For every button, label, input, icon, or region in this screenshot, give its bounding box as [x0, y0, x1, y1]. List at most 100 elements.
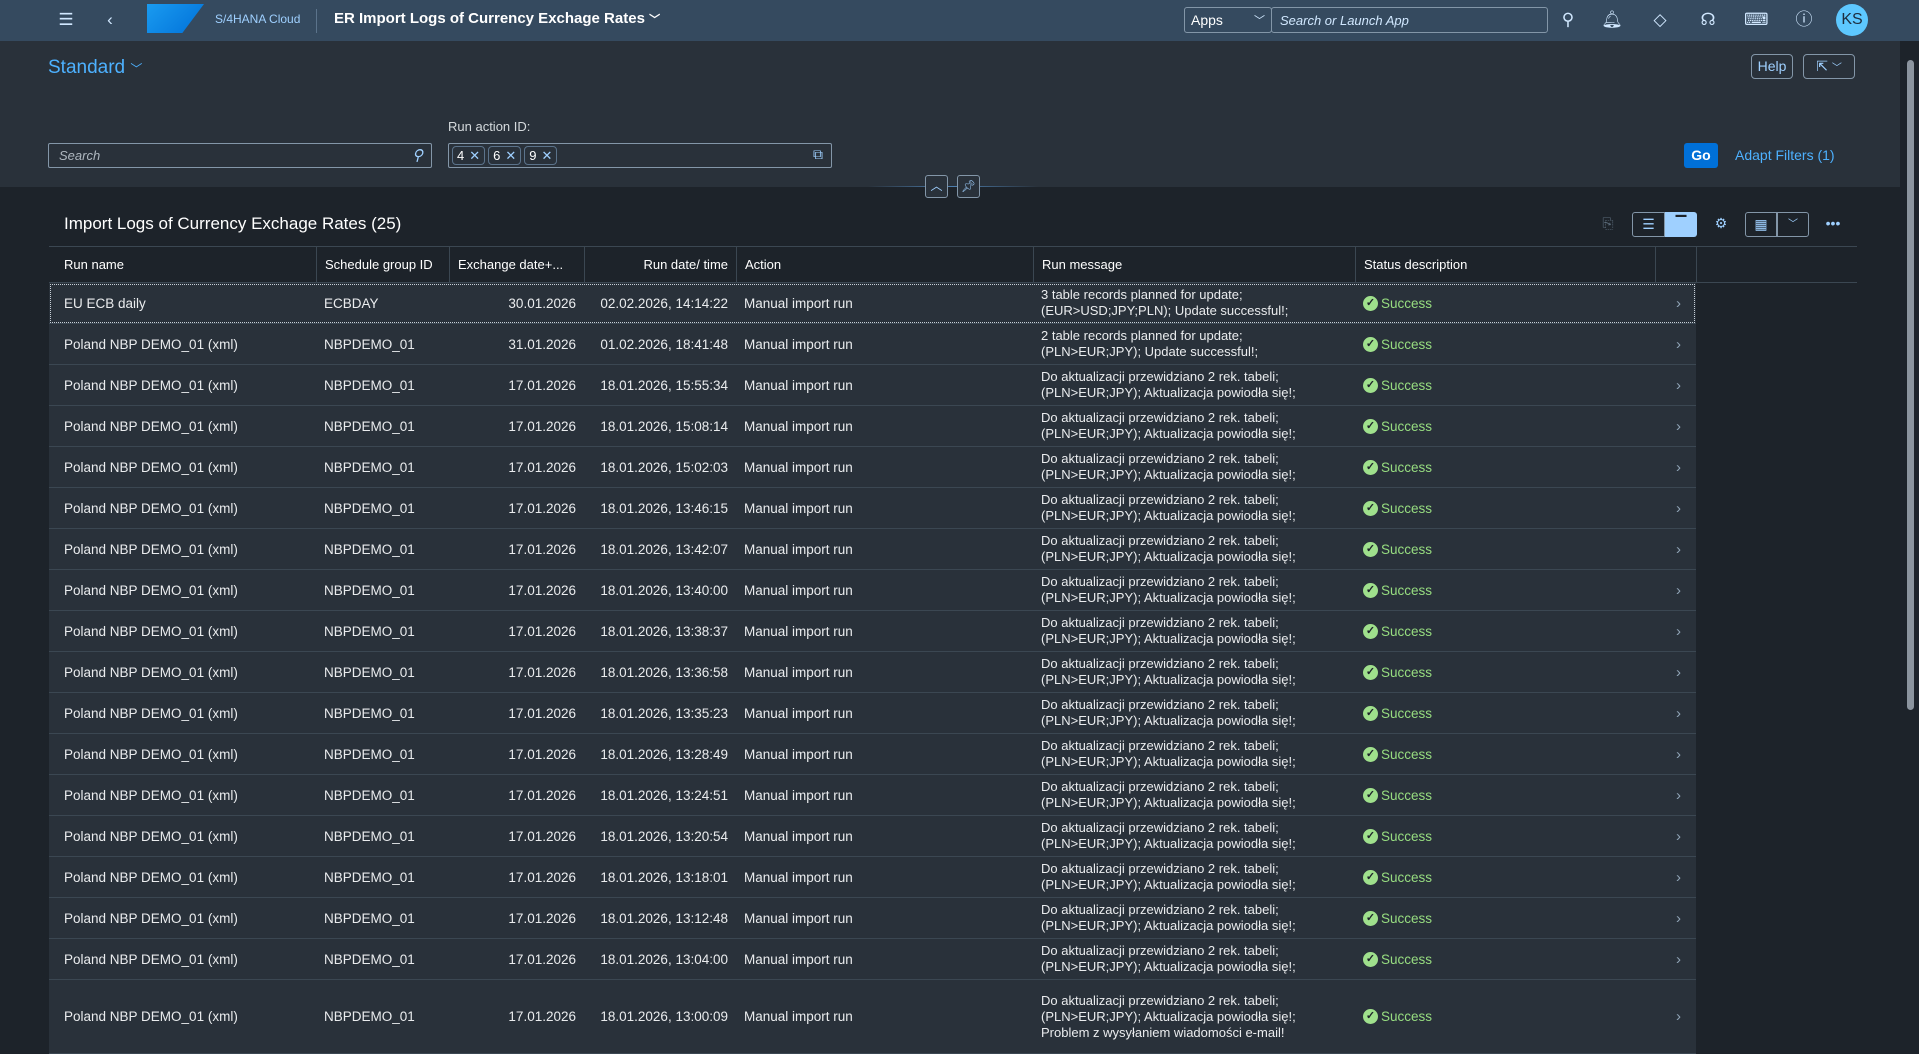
table-row[interactable]: Poland NBP DEMO_01 (xml) NBPDEMO_01 17.0…	[49, 529, 1696, 570]
schedule-group-id: NBPDEMO_01	[324, 746, 415, 762]
export-menu-button[interactable]: ﹀	[1777, 212, 1809, 237]
bell-icon[interactable]: 🔔︎	[1601, 10, 1623, 29]
exchange-date: 17.01.2026	[508, 582, 576, 598]
close-icon[interactable]: ✕	[505, 148, 517, 163]
chevron-right-icon[interactable]: ›	[1676, 1008, 1681, 1025]
status-text: Success	[1381, 787, 1433, 803]
column-exchange-date[interactable]: Exchange date+...	[449, 247, 571, 283]
adapt-filters-button[interactable]: Adapt Filters (1)	[1735, 147, 1835, 163]
run-message-line: Do aktualizacji przewidziano 2 rek. tabe…	[1041, 861, 1279, 876]
chevron-right-icon[interactable]: ›	[1676, 868, 1681, 886]
token[interactable]: 6 ✕	[488, 146, 522, 165]
table-row[interactable]: Poland NBP DEMO_01 (xml) NBPDEMO_01 17.0…	[49, 816, 1696, 857]
pin-header-button[interactable]: 📌︎	[957, 175, 980, 198]
app-title-menu[interactable]: ER Import Logs of Currency Exchage Rates…	[334, 10, 660, 27]
success-icon: ✓	[1363, 828, 1378, 844]
scrollbar-thumb[interactable]	[1907, 60, 1914, 710]
chevron-right-icon[interactable]: ›	[1676, 745, 1681, 763]
export-button[interactable]: ▦	[1745, 212, 1777, 237]
chevron-right-icon[interactable]: ›	[1676, 663, 1681, 681]
chevron-right-icon[interactable]: ›	[1676, 704, 1681, 722]
column-run-message[interactable]: Run message	[1033, 247, 1130, 283]
chevron-right-icon[interactable]: ›	[1676, 499, 1681, 517]
table-row[interactable]: Poland NBP DEMO_01 (xml) NBPDEMO_01 17.0…	[49, 734, 1696, 775]
column-status[interactable]: Status description	[1355, 247, 1475, 283]
run-message-line: Do aktualizacji przewidziano 2 rek. tabe…	[1041, 697, 1279, 712]
run-message: Do aktualizacji przewidziano 2 rek. tabe…	[1033, 857, 1304, 897]
run-message-line: Do aktualizacji przewidziano 2 rek. tabe…	[1041, 820, 1279, 835]
table-row[interactable]: Poland NBP DEMO_01 (xml) NBPDEMO_01 17.0…	[49, 611, 1696, 652]
chevron-right-icon[interactable]: ›	[1676, 581, 1681, 599]
column-run-date[interactable]: Run date/ time	[584, 247, 736, 283]
sap-logo[interactable]	[147, 4, 204, 33]
variant-selector[interactable]: Standard ﹀	[48, 57, 142, 79]
table-row[interactable]: Poland NBP DEMO_01 (xml) NBPDEMO_01 17.0…	[49, 488, 1696, 529]
close-icon[interactable]: ✕	[541, 148, 553, 163]
run-message: 3 table records planned for update; (EUR>…	[1033, 283, 1296, 323]
feedback-icon[interactable]: ⌨	[1744, 10, 1769, 29]
chevron-right-icon[interactable]: ›	[1676, 458, 1681, 476]
success-icon: ✓	[1363, 500, 1378, 516]
chevron-right-icon[interactable]: ›	[1676, 827, 1681, 845]
column-run-name[interactable]: Run name	[64, 257, 124, 272]
compact-view-button[interactable]: ▔	[1665, 212, 1697, 237]
table-row[interactable]: Poland NBP DEMO_01 (xml) NBPDEMO_01 31.0…	[49, 324, 1696, 365]
go-button[interactable]: Go	[1684, 143, 1718, 168]
table-row[interactable]: Poland NBP DEMO_01 (xml) NBPDEMO_01 17.0…	[49, 447, 1696, 488]
run-name: Poland NBP DEMO_01 (xml)	[64, 787, 238, 803]
table-row[interactable]: Poland NBP DEMO_01 (xml) NBPDEMO_01 17.0…	[49, 365, 1696, 406]
table-row[interactable]: Poland NBP DEMO_01 (xml) NBPDEMO_01 17.0…	[49, 652, 1696, 693]
value-help-icon[interactable]: ⧉	[813, 146, 823, 162]
avatar[interactable]: KS	[1836, 4, 1868, 36]
chevron-right-icon[interactable]: ›	[1676, 335, 1681, 353]
exchange-date: 17.01.2026	[508, 705, 576, 721]
run-message-line: Do aktualizacji przewidziano 2 rek. tabe…	[1041, 533, 1279, 548]
apps-dropdown[interactable]: Apps ﹀	[1184, 7, 1272, 33]
column-action[interactable]: Action	[736, 247, 789, 283]
table-row[interactable]: Poland NBP DEMO_01 (xml) NBPDEMO_01 17.0…	[49, 939, 1696, 980]
run-name: Poland NBP DEMO_01 (xml)	[64, 541, 238, 557]
filter-search-input[interactable]: Search ⚲	[48, 143, 432, 168]
chevron-right-icon[interactable]: ›	[1676, 294, 1681, 312]
share-button[interactable]: ⇱ ﹀	[1803, 54, 1855, 79]
search-icon[interactable]: ⚲	[1561, 10, 1575, 29]
chevron-right-icon[interactable]: ›	[1676, 786, 1681, 804]
run-action-id-input[interactable]: 4 ✕ 6 ✕ 9 ✕ ⧉	[448, 143, 832, 168]
table-row[interactable]: Poland NBP DEMO_01 (xml) NBPDEMO_01 17.0…	[49, 980, 1696, 1054]
chevron-up-icon: ︿	[930, 179, 943, 193]
close-icon[interactable]: ✕	[469, 148, 481, 163]
help-icon[interactable]: ⓘ	[1795, 10, 1813, 29]
launch-search-input[interactable]: Search or Launch App	[1271, 7, 1548, 33]
back-icon[interactable]: ‹	[107, 10, 113, 29]
chevron-right-icon[interactable]: ›	[1676, 417, 1681, 435]
column-schedule-group[interactable]: Schedule group ID	[316, 247, 441, 283]
table-row[interactable]: Poland NBP DEMO_01 (xml) NBPDEMO_01 17.0…	[49, 570, 1696, 611]
search-icon[interactable]: ⚲	[412, 147, 423, 164]
collapse-header-button[interactable]: ︿	[925, 175, 948, 198]
table-row[interactable]: Poland NBP DEMO_01 (xml) NBPDEMO_01 17.0…	[49, 775, 1696, 816]
more-icon[interactable]: •••	[1825, 215, 1841, 231]
chevron-right-icon[interactable]: ›	[1676, 622, 1681, 640]
help-button[interactable]: Help	[1751, 54, 1793, 79]
run-message-line: (PLN>EUR;JPY); Aktualizacja powiodła się…	[1041, 959, 1296, 974]
table-row[interactable]: EU ECB daily ECBDAY 30.01.2026 02.02.202…	[49, 283, 1696, 324]
run-message-line: (PLN>EUR;JPY); Aktualizacja powiodła się…	[1041, 631, 1296, 646]
table-row[interactable]: Poland NBP DEMO_01 (xml) NBPDEMO_01 17.0…	[49, 693, 1696, 734]
run-date-time: 18.01.2026, 13:20:54	[600, 828, 728, 844]
settings-icon[interactable]: ⚙	[1714, 215, 1728, 231]
table-row[interactable]: Poland NBP DEMO_01 (xml) NBPDEMO_01 17.0…	[49, 857, 1696, 898]
menu-icon[interactable]: ☰	[58, 10, 74, 29]
token[interactable]: 4 ✕	[452, 146, 486, 165]
token[interactable]: 9 ✕	[524, 146, 558, 165]
run-message-line: (PLN>EUR;JPY); Aktualizacja powiodła się…	[1041, 508, 1296, 523]
joule-icon[interactable]: ◇	[1653, 10, 1667, 29]
condensed-view-button[interactable]: ☰	[1632, 212, 1665, 237]
chevron-right-icon[interactable]: ›	[1676, 950, 1681, 968]
table-row[interactable]: Poland NBP DEMO_01 (xml) NBPDEMO_01 17.0…	[49, 406, 1696, 447]
headset-icon[interactable]: ☊	[1700, 10, 1716, 29]
chevron-right-icon[interactable]: ›	[1676, 909, 1681, 927]
chevron-right-icon[interactable]: ›	[1676, 376, 1681, 394]
table-row[interactable]: Poland NBP DEMO_01 (xml) NBPDEMO_01 17.0…	[49, 898, 1696, 939]
status-text: Success	[1381, 951, 1433, 967]
chevron-right-icon[interactable]: ›	[1676, 540, 1681, 558]
